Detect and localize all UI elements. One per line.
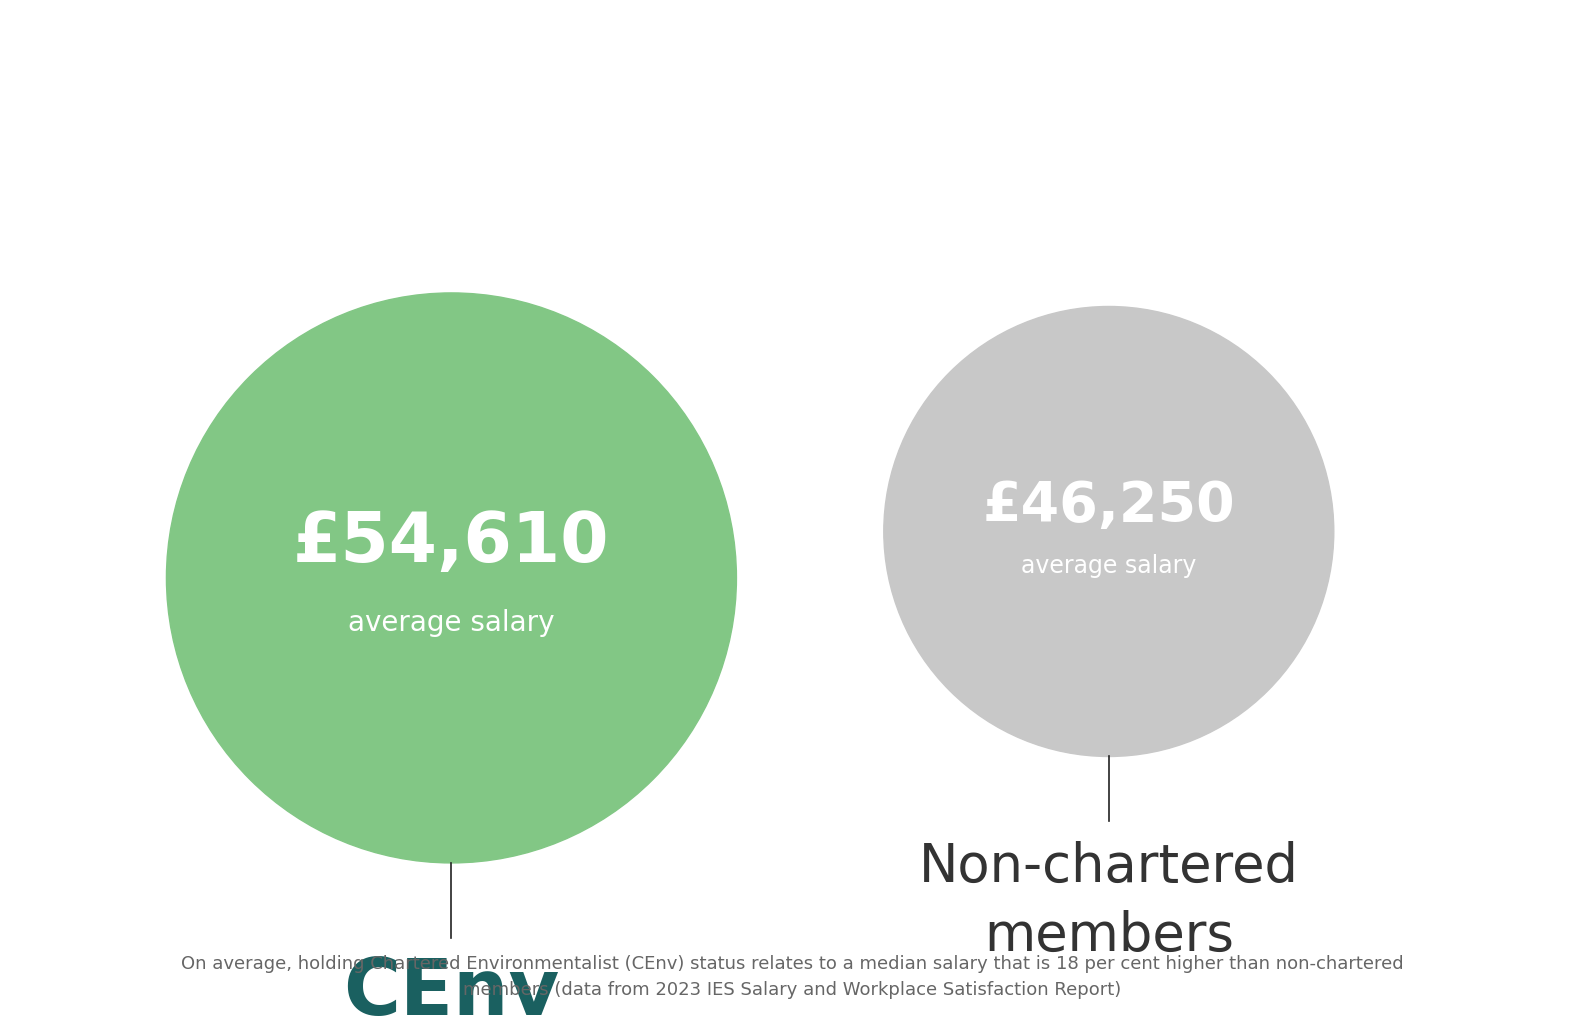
- Text: average salary: average salary: [348, 609, 554, 637]
- Circle shape: [166, 293, 737, 863]
- Text: Non-chartered
members: Non-chartered members: [919, 841, 1299, 962]
- Text: £54,610: £54,610: [293, 510, 610, 577]
- Text: CEnv: CEnv: [344, 955, 559, 1031]
- Circle shape: [884, 307, 1334, 756]
- Text: £46,250: £46,250: [982, 480, 1236, 534]
- Text: average salary: average salary: [1022, 554, 1196, 579]
- Text: On average, holding Chartered Environmentalist (CEnv) status relates to a median: On average, holding Chartered Environmen…: [181, 955, 1403, 999]
